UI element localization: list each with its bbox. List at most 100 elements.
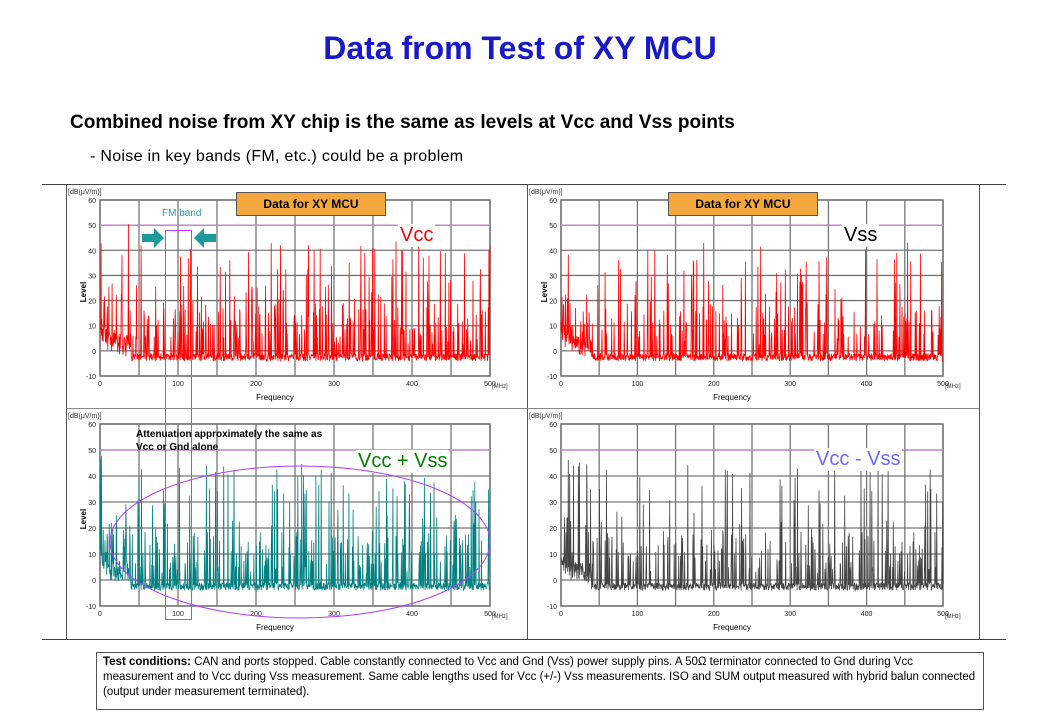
data-badge-right: Data for XY MCU xyxy=(668,192,818,216)
test-conditions-text: CAN and ports stopped. Cable constantly … xyxy=(103,656,976,698)
x-tick-label: 100 xyxy=(172,381,184,388)
x-tick-label: 100 xyxy=(632,381,644,388)
x-tick-label: 200 xyxy=(708,381,720,388)
test-conditions-note: Test conditions: CAN and ports stopped. … xyxy=(96,652,984,710)
y-tick-label: 30 xyxy=(549,500,557,507)
y-tick-label: 20 xyxy=(549,526,557,533)
x-axis-title: Frequency xyxy=(256,623,294,632)
y-tick-label: 0 xyxy=(553,349,557,356)
chart-vss: [dB(μV/m)] [MHz] 60 50 40 30 20 10 0 -10 0 100 200 30… xyxy=(529,186,977,406)
attenuation-note: Attenuation approximately the same as Vc… xyxy=(136,429,323,453)
x-tick-label: 200 xyxy=(250,381,262,388)
y-tick-label: 30 xyxy=(88,273,96,280)
x-tick-label: 400 xyxy=(406,611,418,618)
series-label-vss: Vss xyxy=(842,224,880,247)
chart-vcc: [dB(μV/m)] [MHz] 60 50 40 30 20 10 0 -10 0 100 200 30… xyxy=(68,186,524,406)
x-tick-label: 0 xyxy=(559,381,563,388)
x-tick-label: 500 xyxy=(484,381,496,388)
page-title: Data from Test of XY MCU xyxy=(323,30,717,66)
series-trace xyxy=(560,459,944,592)
x-tick-label: 200 xyxy=(250,611,262,618)
x-tick-label: 300 xyxy=(784,381,796,388)
test-conditions-label: Test conditions: xyxy=(103,656,191,668)
x-axis-title: Frequency xyxy=(256,393,294,402)
series-label-vcc: Vcc xyxy=(398,224,436,247)
y-tick-label: -10 xyxy=(547,374,557,381)
frame-divider-left xyxy=(66,184,67,639)
x-tick-label: 400 xyxy=(406,381,418,388)
frame-divider-middle xyxy=(527,184,528,639)
x-tick-label: 400 xyxy=(861,381,873,388)
series-label-vcc-plus-vss: Vcc + Vss xyxy=(356,450,450,473)
y-tick-label: 10 xyxy=(88,552,96,559)
y-tick-label: 20 xyxy=(549,299,557,306)
y-tick-label: 10 xyxy=(549,324,557,331)
main-bullet: Combined noise from XY chip is the same … xyxy=(70,112,735,133)
x-units-label: [MHz] xyxy=(945,384,961,390)
x-tick-label: 500 xyxy=(937,381,949,388)
x-tick-label: 300 xyxy=(784,611,796,618)
attenuation-ellipse xyxy=(109,465,491,619)
y-axis-title: Level xyxy=(79,282,88,302)
x-tick-label: 500 xyxy=(484,611,496,618)
y-tick-label: 40 xyxy=(88,474,96,481)
x-tick-label: 200 xyxy=(708,611,720,618)
x-units-label: [MHz] xyxy=(492,384,508,390)
fm-band-arrows xyxy=(142,228,216,248)
series-label-vcc-minus-vss: Vcc - Vss xyxy=(814,448,903,471)
x-tick-label: 100 xyxy=(172,611,184,618)
y-units-label: [dB(μV/m)] xyxy=(68,413,102,420)
x-tick-label: 300 xyxy=(328,611,340,618)
y-tick-label: -10 xyxy=(86,374,96,381)
y-tick-label: 60 xyxy=(549,422,557,429)
x-axis-title: Frequency xyxy=(713,393,751,402)
fm-band-box xyxy=(165,230,192,620)
fm-band-label: FM band xyxy=(162,208,202,219)
chart-frame xyxy=(42,184,1006,640)
x-tick-label: 0 xyxy=(559,611,563,618)
frame-divider-right xyxy=(979,184,980,639)
y-tick-label: 40 xyxy=(88,248,96,255)
y-tick-label: 10 xyxy=(549,552,557,559)
y-axis-title: Level xyxy=(79,509,88,529)
y-tick-label: 20 xyxy=(88,526,96,533)
x-units-label: [MHz] xyxy=(492,614,508,620)
y-tick-label: 60 xyxy=(88,422,96,429)
y-tick-label: -10 xyxy=(86,604,96,611)
y-tick-label: 60 xyxy=(549,198,557,205)
x-tick-label: 0 xyxy=(98,381,102,388)
y-units-label: [dB(μV/m)] xyxy=(529,413,563,420)
y-units-label: [dB(μV/m)] xyxy=(68,189,102,196)
y-tick-label: -10 xyxy=(547,604,557,611)
y-tick-label: 60 xyxy=(88,198,96,205)
x-tick-label: 0 xyxy=(98,611,102,618)
y-tick-label: 50 xyxy=(88,448,96,455)
y-tick-label: 0 xyxy=(553,578,557,585)
y-tick-label: 0 xyxy=(92,578,96,585)
x-units-label: [MHz] xyxy=(945,614,961,620)
y-tick-label: 50 xyxy=(549,448,557,455)
y-tick-label: 20 xyxy=(88,299,96,306)
y-tick-label: 40 xyxy=(549,474,557,481)
data-badge-left: Data for XY MCU xyxy=(236,192,386,216)
y-tick-label: 30 xyxy=(549,273,557,280)
y-tick-label: 50 xyxy=(88,223,96,230)
fm-arrow-left-icon xyxy=(194,228,216,248)
x-tick-label: 400 xyxy=(861,611,873,618)
y-tick-label: 10 xyxy=(88,324,96,331)
y-tick-label: 40 xyxy=(549,248,557,255)
x-tick-label: 300 xyxy=(328,381,340,388)
x-axis-title: Frequency xyxy=(713,623,751,632)
x-tick-label: 100 xyxy=(632,611,644,618)
frame-divider-horizontal xyxy=(66,408,979,409)
y-tick-label: 50 xyxy=(549,223,557,230)
fm-arrow-right-icon xyxy=(142,228,164,248)
sub-bullet: - Noise in key bands (FM, etc.) could be… xyxy=(90,148,464,165)
y-tick-label: 0 xyxy=(92,349,96,356)
y-tick-label: 30 xyxy=(88,500,96,507)
series-trace xyxy=(560,242,944,363)
y-units-label: [dB(μV/m)] xyxy=(529,189,563,196)
